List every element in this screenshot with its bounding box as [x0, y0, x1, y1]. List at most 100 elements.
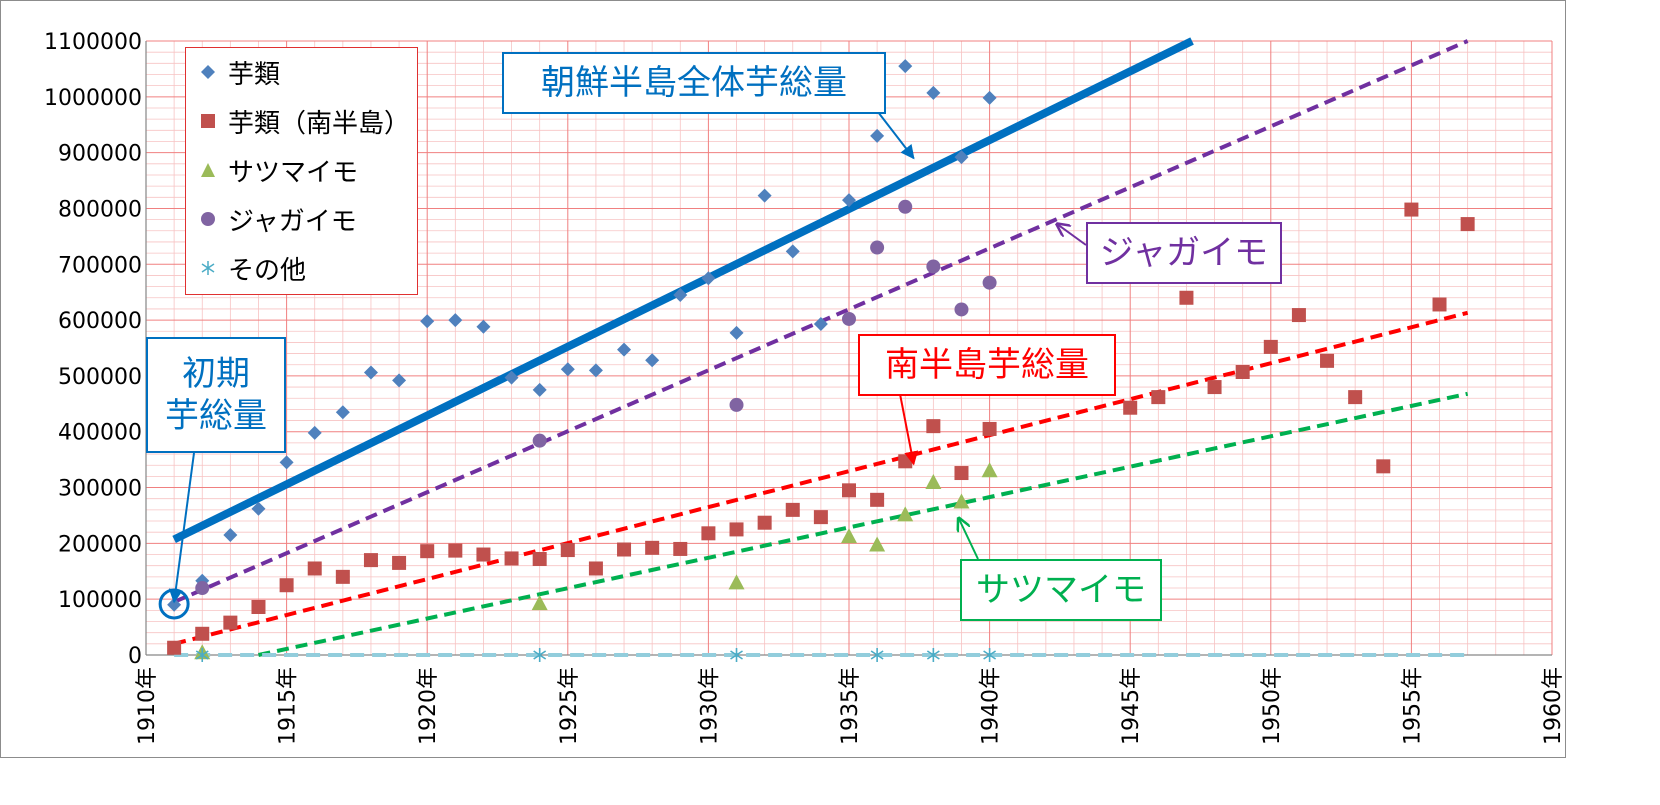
y-tick-label: 800000	[58, 197, 142, 222]
data-point	[1291, 308, 1306, 323]
data-point	[588, 363, 603, 378]
data-point	[392, 373, 407, 388]
data-point	[392, 555, 407, 570]
data-point	[532, 433, 547, 448]
legend-label: ジャガイモ	[228, 206, 357, 237]
data-point	[983, 648, 997, 662]
y-tick-label: 1000000	[44, 86, 142, 111]
x-tick-label: 1940年	[979, 667, 1004, 745]
data-point	[982, 90, 997, 105]
data-point	[813, 510, 828, 525]
data-point	[870, 648, 884, 662]
legend-item-sweet-potato: サツマイモ	[198, 150, 358, 190]
data-point	[617, 542, 632, 557]
annotation-arrow	[877, 111, 915, 160]
data-point	[476, 319, 491, 334]
y-tick-label: 600000	[58, 309, 142, 334]
data-point	[730, 648, 743, 662]
y-tick-label: 1100000	[44, 30, 142, 55]
data-point	[785, 502, 800, 517]
data-point	[420, 314, 435, 329]
callout-potato: ジャガイモ	[1086, 222, 1282, 284]
data-point	[645, 540, 660, 555]
square-marker-icon	[198, 111, 218, 131]
data-point	[1207, 380, 1222, 395]
data-point	[926, 85, 941, 100]
annotation-arrow	[959, 518, 979, 560]
data-point	[1348, 390, 1363, 405]
data-point	[898, 454, 913, 469]
data-point	[1460, 217, 1475, 232]
annotation-arrow	[1057, 224, 1087, 246]
data-point	[954, 466, 969, 481]
annotation-arrow	[168, 452, 195, 604]
y-tick-label: 200000	[58, 532, 142, 557]
legend-item-other: その他	[198, 248, 306, 288]
diamond-marker-icon	[198, 62, 218, 82]
x-tick-label: 1915年	[276, 667, 301, 745]
legend-label: 芋類（南半島）	[228, 108, 411, 139]
data-point	[898, 199, 913, 214]
callout-initial: 初期 芋総量	[146, 337, 286, 453]
data-point	[195, 626, 210, 641]
data-point	[953, 493, 970, 509]
x-tick-label: 1945年	[1119, 667, 1144, 745]
data-point	[926, 419, 941, 434]
y-tick-label: 0	[128, 644, 142, 669]
data-point	[785, 244, 800, 259]
x-tick-label: 1960年	[1541, 667, 1566, 745]
data-point	[1320, 353, 1335, 368]
data-point	[842, 483, 856, 498]
data-point	[195, 581, 210, 596]
data-point	[729, 325, 744, 340]
data-point	[870, 492, 885, 507]
data-point	[251, 501, 266, 516]
data-point	[645, 353, 660, 368]
callout-south: 南半島芋総量	[858, 334, 1116, 396]
data-point	[869, 536, 886, 552]
data-point	[195, 648, 209, 662]
data-point	[729, 522, 744, 537]
legend: 芋類 芋類（南半島） サツマイモ ジャガイモ その他	[185, 47, 418, 295]
data-point	[728, 574, 745, 590]
data-point	[842, 311, 856, 326]
legend-label: その他	[228, 255, 307, 286]
data-point	[335, 569, 350, 584]
data-point	[533, 648, 547, 662]
data-point	[1432, 297, 1447, 312]
legend-item-imo-south: 芋類（南半島）	[198, 101, 410, 141]
data-point	[617, 342, 632, 357]
asterisk-marker-icon	[198, 258, 218, 278]
data-point	[870, 128, 885, 143]
data-point	[363, 365, 378, 380]
data-point	[167, 640, 182, 655]
x-tick-label: 1935年	[838, 667, 863, 745]
data-point	[813, 316, 828, 331]
annotation-arrow	[899, 393, 919, 466]
trendline	[258, 391, 1469, 657]
data-point	[1151, 390, 1166, 405]
data-point	[897, 506, 914, 522]
data-point	[588, 561, 603, 576]
callout-sweet-potato: サツマイモ	[960, 559, 1162, 621]
data-point	[1179, 290, 1194, 305]
data-point	[757, 188, 772, 203]
data-point	[673, 541, 688, 556]
data-points	[167, 59, 1475, 662]
x-tick-label: 1955年	[1400, 667, 1425, 745]
data-point	[757, 515, 772, 530]
data-point	[926, 259, 941, 274]
x-tick-label: 1930年	[697, 667, 722, 745]
y-tick-label: 400000	[58, 421, 142, 446]
data-point	[701, 271, 716, 286]
data-point	[1404, 202, 1419, 217]
legend-label: サツマイモ	[228, 157, 359, 188]
data-point	[532, 551, 547, 566]
data-point	[531, 595, 548, 611]
data-point	[420, 544, 435, 559]
data-point	[1263, 339, 1278, 354]
y-tick-label: 500000	[58, 365, 142, 390]
data-point	[251, 599, 266, 614]
y-tick-label: 300000	[58, 477, 142, 502]
callout-total: 朝鮮半島全体芋総量	[502, 52, 886, 114]
